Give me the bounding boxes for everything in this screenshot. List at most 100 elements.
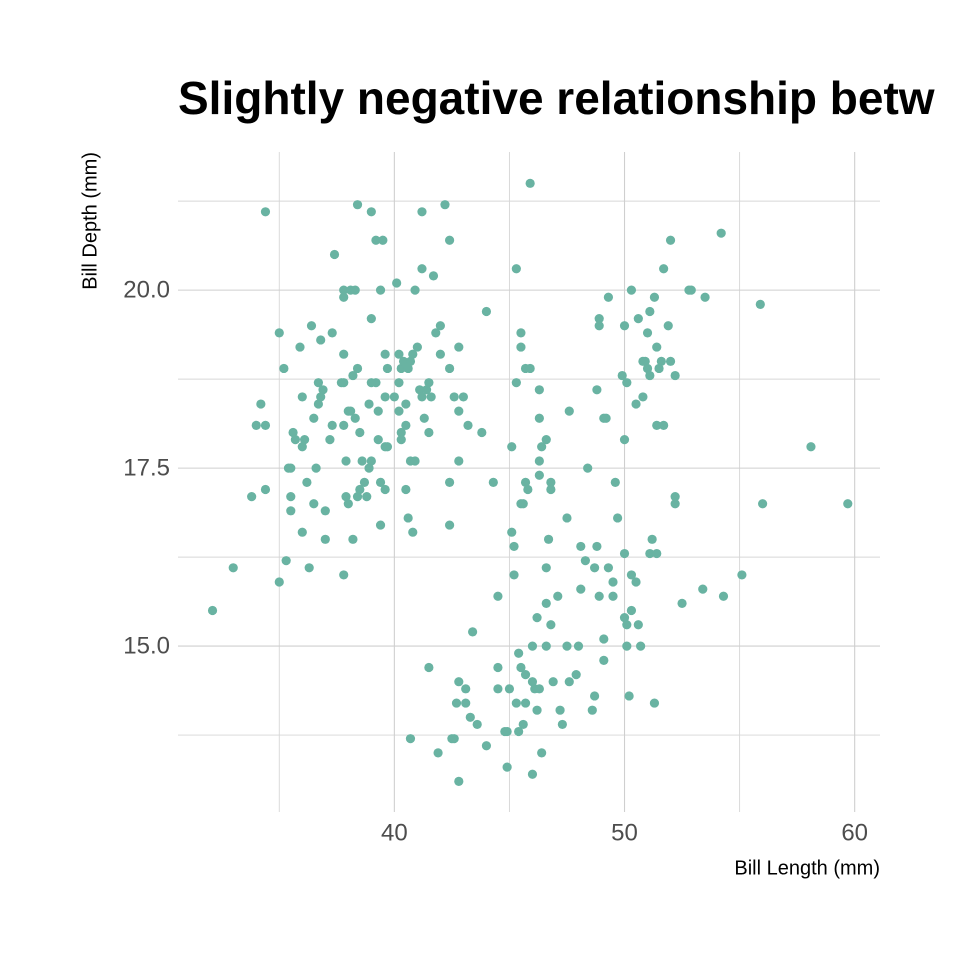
point (405, 734, 416, 744)
point (511, 698, 521, 708)
point (493, 662, 503, 673)
point (401, 484, 411, 495)
point (613, 513, 623, 523)
point (626, 570, 637, 580)
point (424, 378, 434, 388)
point (346, 406, 356, 416)
point (290, 435, 300, 445)
point (415, 385, 425, 395)
point (645, 306, 655, 317)
point (435, 349, 445, 359)
point (537, 748, 547, 758)
point (548, 677, 558, 687)
point (543, 534, 554, 544)
point (403, 513, 413, 523)
point (645, 370, 655, 381)
point (373, 406, 383, 416)
point (378, 235, 388, 245)
point (375, 285, 386, 295)
point (652, 342, 662, 352)
point (571, 669, 581, 680)
point (366, 314, 376, 324)
point (339, 570, 349, 580)
points (207, 178, 853, 786)
point (302, 477, 312, 487)
chart-title: Slightly negative relationship betw (178, 72, 935, 124)
point (366, 378, 376, 388)
point (843, 499, 853, 509)
point (670, 499, 680, 509)
point (601, 413, 611, 423)
point (357, 456, 367, 466)
point (352, 363, 363, 374)
point (398, 356, 409, 366)
y-tick-label: 20.0 (123, 276, 170, 303)
point (647, 534, 657, 544)
point (260, 420, 271, 430)
point (339, 420, 349, 430)
point (514, 726, 524, 737)
point (541, 563, 551, 573)
point (626, 285, 637, 295)
point (663, 321, 673, 331)
point (654, 363, 664, 374)
point (408, 349, 418, 359)
point (371, 235, 381, 245)
point (408, 527, 418, 537)
point (718, 591, 729, 601)
point (364, 463, 374, 473)
point (652, 420, 662, 430)
point (532, 705, 542, 715)
point (392, 278, 402, 288)
point (375, 477, 386, 487)
point (589, 563, 600, 573)
point (523, 484, 533, 495)
point (534, 470, 544, 480)
point (279, 363, 289, 374)
point (638, 392, 648, 402)
point (737, 570, 747, 580)
point (454, 342, 464, 352)
point (396, 427, 406, 438)
point (394, 378, 404, 388)
point (207, 605, 218, 616)
point (373, 435, 383, 445)
point (380, 392, 390, 402)
point (348, 370, 358, 381)
point (541, 641, 551, 651)
point (610, 477, 620, 487)
point (419, 413, 429, 423)
point (477, 427, 487, 438)
point (652, 548, 662, 559)
point (509, 570, 519, 580)
point (431, 328, 441, 338)
point (417, 207, 427, 217)
x-tick-label: 60 (841, 819, 868, 846)
point (260, 484, 271, 495)
point (488, 477, 498, 487)
point (599, 655, 609, 665)
point (297, 392, 307, 402)
point (516, 342, 526, 352)
point (316, 335, 326, 345)
point (352, 200, 363, 210)
point (514, 648, 524, 658)
point (313, 399, 323, 409)
point (527, 769, 538, 779)
point (251, 420, 261, 430)
point (320, 506, 330, 516)
point (306, 321, 317, 331)
point (339, 292, 349, 302)
point (698, 584, 708, 594)
point (520, 698, 531, 708)
point (656, 356, 666, 366)
point (444, 477, 455, 487)
point (516, 662, 526, 673)
point (594, 314, 604, 324)
point (382, 363, 393, 374)
point (339, 285, 349, 295)
point (309, 499, 319, 509)
point (619, 435, 630, 445)
point (421, 385, 432, 395)
point (511, 378, 521, 388)
